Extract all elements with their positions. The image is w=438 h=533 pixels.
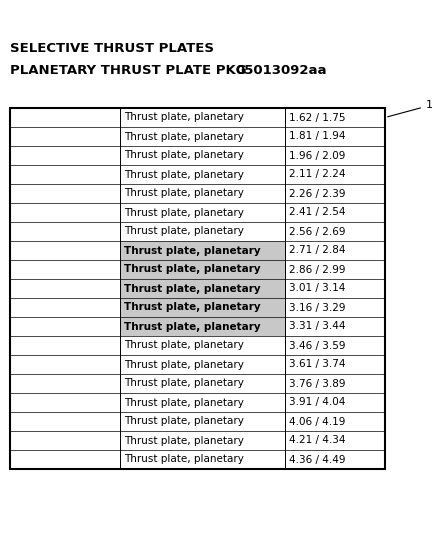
Bar	[120, 260, 285, 279]
Bar	[10, 108, 385, 469]
Text: Thrust plate, planetary: Thrust plate, planetary	[124, 264, 261, 274]
Text: 05013092aa: 05013092aa	[235, 64, 326, 77]
Text: Thrust plate, planetary: Thrust plate, planetary	[124, 416, 244, 426]
Text: PLANETARY THRUST PLATE PKG: PLANETARY THRUST PLATE PKG	[10, 64, 247, 77]
Text: Thrust plate, planetary: Thrust plate, planetary	[124, 378, 244, 389]
Text: 3.46 / 3.59: 3.46 / 3.59	[289, 341, 346, 351]
Text: 2.71 / 2.84: 2.71 / 2.84	[289, 246, 346, 255]
Text: 2.56 / 2.69: 2.56 / 2.69	[289, 227, 346, 237]
Text: 1.96 / 2.09: 1.96 / 2.09	[289, 150, 346, 160]
Text: Thrust plate, planetary: Thrust plate, planetary	[124, 150, 244, 160]
Text: Thrust plate, planetary: Thrust plate, planetary	[124, 359, 244, 369]
Text: 2.41 / 2.54: 2.41 / 2.54	[289, 207, 346, 217]
Text: SELECTIVE THRUST PLATES: SELECTIVE THRUST PLATES	[10, 42, 214, 55]
Text: Thrust plate, planetary: Thrust plate, planetary	[124, 112, 244, 123]
Text: 3.16 / 3.29: 3.16 / 3.29	[289, 303, 346, 312]
Text: 3.31 / 3.44: 3.31 / 3.44	[289, 321, 346, 332]
Bar	[120, 241, 285, 260]
Text: 2.86 / 2.99: 2.86 / 2.99	[289, 264, 346, 274]
Text: 4.36 / 4.49: 4.36 / 4.49	[289, 455, 346, 464]
Text: Thrust plate, planetary: Thrust plate, planetary	[124, 341, 244, 351]
Text: Thrust plate, planetary: Thrust plate, planetary	[124, 169, 244, 180]
Text: Thrust plate, planetary: Thrust plate, planetary	[124, 246, 261, 255]
Text: Thrust plate, planetary: Thrust plate, planetary	[124, 303, 261, 312]
Text: 3.91 / 4.04: 3.91 / 4.04	[289, 398, 346, 408]
Text: 2.11 / 2.24: 2.11 / 2.24	[289, 169, 346, 180]
Text: Thrust plate, planetary: Thrust plate, planetary	[124, 189, 244, 198]
Text: Thrust plate, planetary: Thrust plate, planetary	[124, 227, 244, 237]
Text: Thrust plate, planetary: Thrust plate, planetary	[124, 398, 244, 408]
Text: Thrust plate, planetary: Thrust plate, planetary	[124, 207, 244, 217]
Bar	[120, 298, 285, 317]
Text: 3.76 / 3.89: 3.76 / 3.89	[289, 378, 346, 389]
Text: 3.01 / 3.14: 3.01 / 3.14	[289, 284, 346, 294]
Text: Thrust plate, planetary: Thrust plate, planetary	[124, 284, 261, 294]
Text: 4.06 / 4.19: 4.06 / 4.19	[289, 416, 346, 426]
Text: 3.61 / 3.74: 3.61 / 3.74	[289, 359, 346, 369]
Text: 1.62 / 1.75: 1.62 / 1.75	[289, 112, 346, 123]
Bar	[120, 279, 285, 298]
Text: Thrust plate, planetary: Thrust plate, planetary	[124, 321, 261, 332]
Text: 4.21 / 4.34: 4.21 / 4.34	[289, 435, 346, 446]
Text: 2.26 / 2.39: 2.26 / 2.39	[289, 189, 346, 198]
Text: 1.81 / 1.94: 1.81 / 1.94	[289, 132, 346, 141]
Text: Thrust plate, planetary: Thrust plate, planetary	[124, 455, 244, 464]
Bar	[120, 317, 285, 336]
Text: 1: 1	[388, 101, 433, 117]
Text: Thrust plate, planetary: Thrust plate, planetary	[124, 132, 244, 141]
Text: Thrust plate, planetary: Thrust plate, planetary	[124, 435, 244, 446]
